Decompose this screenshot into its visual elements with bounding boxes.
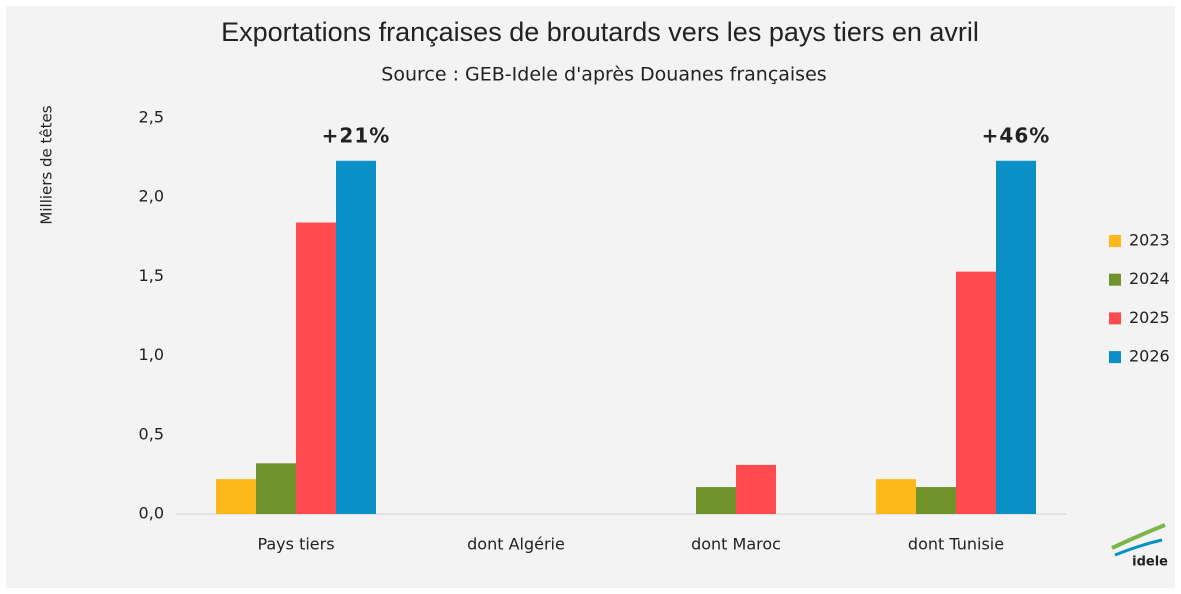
bar (296, 222, 336, 514)
legend-label: 2023 (1129, 231, 1170, 250)
legend-swatch (1109, 312, 1121, 325)
y-tick-label: 1,5 (139, 266, 164, 285)
y-axis-label: Milliers de têtes (38, 105, 56, 224)
logo: idele (1111, 523, 1168, 570)
legend-label: 2024 (1129, 269, 1170, 288)
bar (216, 479, 256, 514)
bar (696, 487, 736, 514)
y-tick-label: 0,0 (139, 504, 164, 523)
annotation: +46% (982, 123, 1051, 147)
y-tick-label: 0,5 (139, 424, 164, 443)
y-tick-label: 2,5 (139, 108, 164, 127)
legend-swatch (1109, 351, 1121, 364)
bar (336, 160, 376, 514)
x-tick-label: dont Maroc (691, 535, 781, 554)
chart-subtitle: Source : GEB-Idele d'après Douanes franç… (381, 64, 826, 86)
bar (916, 487, 956, 514)
y-tick-label: 1,0 (139, 345, 164, 364)
bar (956, 271, 996, 514)
legend-label: 2025 (1129, 308, 1170, 327)
chart-title: Exportations françaises de broutards ver… (221, 17, 979, 47)
logo-swoosh (1111, 523, 1166, 550)
legend-swatch (1109, 235, 1121, 247)
legend-swatch (1109, 273, 1121, 286)
logo-text: idele (1132, 555, 1168, 570)
bar (256, 463, 296, 514)
legend-label: 2026 (1129, 347, 1170, 366)
x-tick-label: Pays tiers (257, 535, 334, 554)
bar (736, 464, 776, 514)
logo-swoosh (1114, 538, 1163, 557)
bar (996, 160, 1036, 514)
bar (876, 479, 916, 514)
y-tick-label: 2,0 (139, 187, 164, 206)
x-tick-label: dont Tunisie (908, 535, 1004, 554)
annotation: +21% (322, 123, 391, 147)
x-tick-label: dont Algérie (467, 535, 565, 554)
